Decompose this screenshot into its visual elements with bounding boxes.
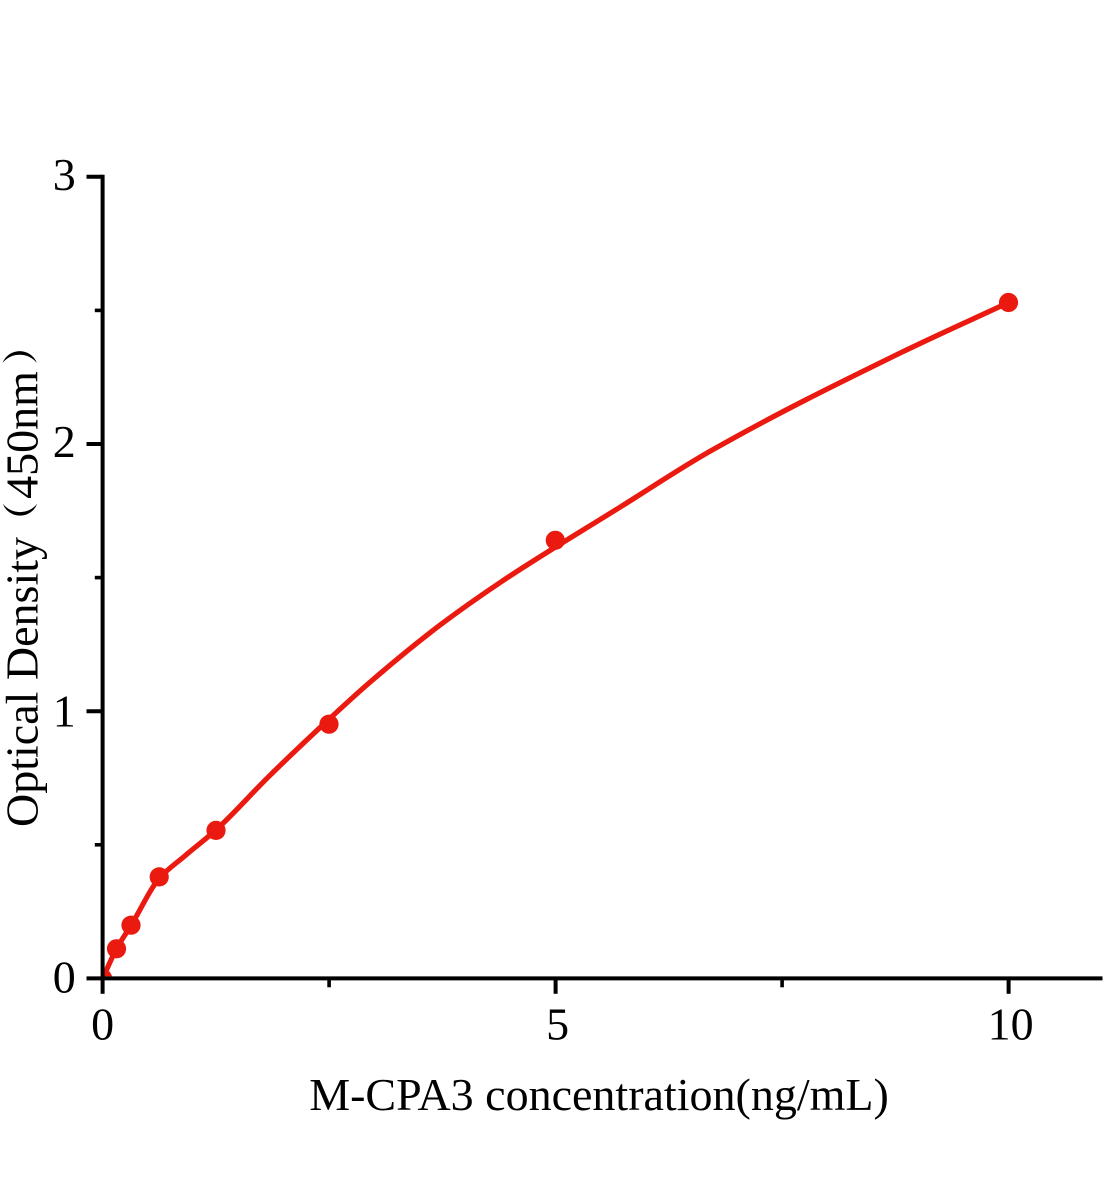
svg-text:2: 2 xyxy=(53,416,76,467)
svg-text:5: 5 xyxy=(546,998,569,1049)
svg-text:3: 3 xyxy=(53,149,76,200)
svg-text:450nm: 450nm xyxy=(0,371,48,499)
svg-text:M-CPA3 concentration(ng/mL): M-CPA3 concentration(ng/mL) xyxy=(309,1069,889,1120)
svg-text:Optical Density: Optical Density xyxy=(0,537,48,827)
svg-text:10: 10 xyxy=(988,998,1034,1049)
svg-text:1: 1 xyxy=(53,685,76,736)
svg-text:0: 0 xyxy=(91,998,114,1049)
svg-text:0: 0 xyxy=(53,952,76,1003)
